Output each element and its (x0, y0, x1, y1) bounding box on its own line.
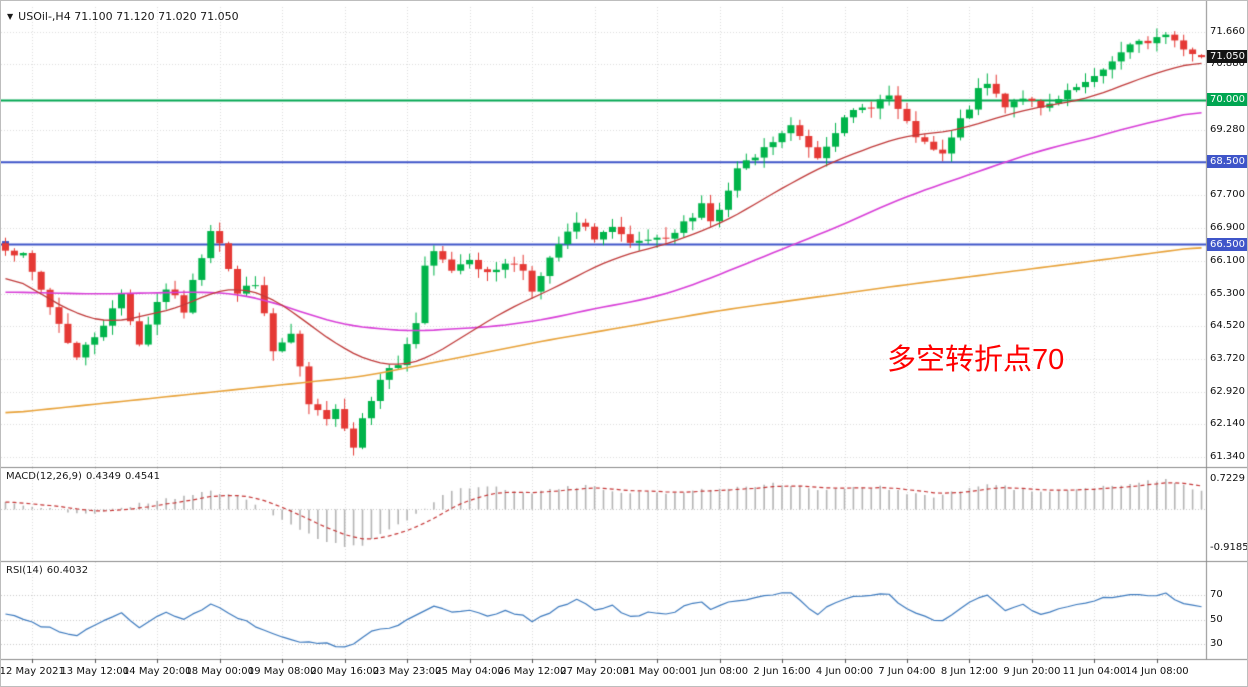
rsi-level-label: 70 (1210, 589, 1223, 600)
chart-annotation-text: 多空转折点70 (887, 344, 1065, 376)
macd-label-text: MACD(12,26,9) (6, 471, 82, 482)
hline-badge-68500: 68.500 (1207, 155, 1247, 169)
price-axis[interactable]: 71.660 70.880 69.280 67.700 66.900 66.100 65.3… (1207, 1, 1248, 659)
price-tick-label: 71.660 (1210, 26, 1245, 37)
price-tick-label: 63.720 (1210, 353, 1245, 365)
macd-axis-label: 0.7229 (1210, 473, 1245, 485)
price-tick-label: 66.900 (1210, 222, 1245, 234)
price-tick-label: 61.340 (1210, 451, 1245, 463)
time-axis-label: 20 May 16:00 (310, 666, 379, 677)
rsi-label-text: RSI(14) (6, 565, 43, 576)
time-axis-label: 11 Jun 04:00 (1062, 666, 1127, 677)
price-tick-label: 62.920 (1210, 386, 1245, 398)
time-axis-label: 2 Jun 16:00 (753, 666, 811, 677)
time-axis-label: 13 May 12:00 (60, 666, 130, 677)
macd-indicator-label: MACD(12,26,9) 0.4349 0.4541 (6, 471, 160, 482)
time-axis[interactable]: 12 May 2021 13 May 12:00 14 May 20:00 18 Ma… (0, 660, 1247, 686)
time-axis-label: 7 Jun 04:00 (878, 666, 936, 677)
price-tick-label: 62.140 (1210, 418, 1245, 430)
price-tick-label: 65.300 (1210, 288, 1245, 300)
hline-badge-70000: 70.000 (1207, 93, 1247, 107)
rsi-level-label: 50 (1210, 613, 1223, 625)
rsi-value: 60.4032 (46, 565, 89, 576)
time-axis-label: 12 May 2021 (0, 666, 65, 677)
hline-badge-66500: 66.500 (1207, 237, 1247, 251)
time-axis-label: 9 Jun 20:00 (1003, 666, 1061, 677)
chart-title-ohlc: USOil-,H4 71.100 71.120 71.020 71.050 (18, 10, 239, 23)
price-tick-label: 66.100 (1210, 255, 1245, 267)
time-axis-label: 19 May 08:00 (247, 666, 317, 677)
time-axis-label: 26 May 12:00 (497, 666, 567, 677)
time-axis-label: 23 May 23:00 (372, 666, 442, 677)
price-tick-label: 67.700 (1210, 189, 1245, 201)
time-axis-label: 14 Jun 08:00 (1125, 666, 1189, 677)
time-axis-label: 8 Jun 12:00 (940, 666, 999, 677)
time-axis-label: 14 May 20:00 (122, 666, 192, 677)
price-tick-label: 69.280 (1210, 124, 1245, 136)
time-axis-label: 25 May 04:00 (435, 666, 504, 677)
current-price-badge: 71.050 (1207, 50, 1247, 64)
time-axis-label: 1 Jun 08:00 (690, 666, 749, 677)
rsi-level-label: 30 (1210, 638, 1223, 649)
symbol-dropdown-icon[interactable]: ▼ (7, 12, 14, 21)
time-axis-label: 18 May 00:00 (185, 666, 254, 677)
chart-ohlc-header: ▼ USOil-,H4 71.100 71.120 71.020 71.050 (7, 10, 239, 23)
rsi-indicator-label: RSI(14) 60.4032 (6, 565, 88, 576)
time-axis-label: 31 May 00:00 (622, 666, 692, 677)
time-axis-label: 27 May 20:00 (560, 666, 629, 677)
macd-signal-value: 0.4541 (124, 471, 160, 482)
macd-axis-label: -0.9185 (1210, 541, 1248, 553)
time-axis-label: 4 Jun 00:00 (815, 666, 874, 677)
macd-main-value: 0.4349 (85, 471, 121, 482)
price-tick-label: 64.520 (1210, 320, 1245, 332)
price-tick-label: 70.880 (1210, 58, 1245, 70)
